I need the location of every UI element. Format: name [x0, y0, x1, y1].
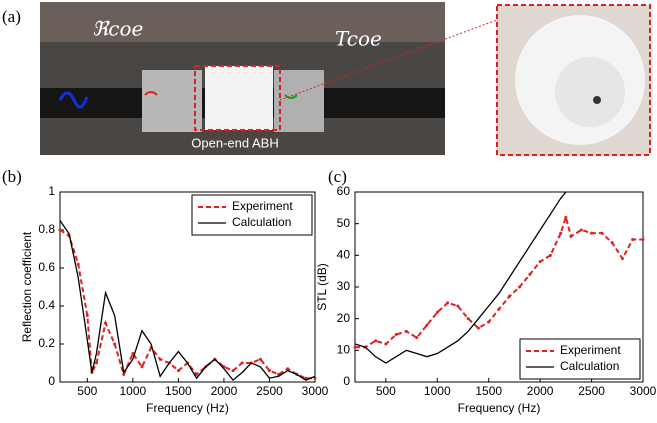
point	[59, 229, 62, 232]
point	[539, 260, 542, 263]
photo: ℜcoe Tcoe Open-end ABH	[40, 2, 650, 155]
y-axis-label: Reflection coefficient	[20, 231, 34, 342]
photo-label: Tcoe	[335, 27, 382, 51]
point	[467, 317, 470, 320]
series-line	[355, 217, 643, 347]
y-tick-label: 60	[337, 184, 351, 198]
x-tick-label: 1500	[475, 384, 502, 398]
point	[374, 339, 377, 342]
point	[621, 257, 624, 260]
point	[590, 232, 593, 235]
y-tick-label: 40	[337, 248, 351, 262]
photo-label: ℜcoe	[92, 17, 143, 41]
legend-label: Experiment	[560, 343, 621, 357]
y-axis-label: STL (dB)	[315, 263, 329, 311]
point	[580, 229, 583, 232]
photo-caption: Open-end ABH	[191, 135, 278, 150]
legend-label: Calculation	[560, 359, 619, 373]
point	[259, 358, 262, 361]
point	[140, 365, 143, 368]
point	[446, 301, 449, 304]
point	[508, 295, 511, 298]
point	[86, 314, 89, 317]
series-line	[60, 230, 315, 378]
x-axis-label: Frequency (Hz)	[458, 401, 541, 415]
point	[77, 263, 80, 266]
point	[436, 311, 439, 314]
point	[104, 322, 107, 325]
x-tick-label: 500	[77, 384, 97, 398]
x-axis-label: Frequency (Hz)	[146, 401, 229, 415]
point	[498, 308, 501, 311]
point	[113, 343, 116, 346]
point	[642, 238, 645, 241]
point	[570, 235, 573, 238]
point	[159, 358, 162, 361]
point	[395, 333, 398, 336]
point	[559, 232, 562, 235]
point	[631, 238, 634, 241]
y-tick-label: 50	[337, 216, 351, 230]
x-tick-label: 2000	[527, 384, 554, 398]
point	[564, 216, 567, 219]
point	[384, 343, 387, 346]
x-tick-label: 2000	[211, 384, 238, 398]
point	[477, 327, 480, 330]
series-line	[60, 221, 315, 381]
point	[241, 362, 244, 365]
point	[286, 367, 289, 370]
y-tick-label: 0	[48, 374, 55, 388]
y-tick-label: 0	[343, 374, 350, 388]
legend-label: Calculation	[232, 215, 291, 229]
y-tick-label: 1	[48, 184, 55, 198]
panel-label: (b)	[2, 167, 22, 186]
figure: (a) (b) (c) ℜcoe Tcoe Open-end ABH 0 0.2 0…	[0, 0, 657, 418]
point	[415, 336, 418, 339]
point	[611, 241, 614, 244]
x-tick-label: 3000	[630, 384, 657, 398]
panel-label: (a)	[2, 7, 21, 26]
point	[268, 369, 271, 372]
y-tick-label: 0.2	[38, 336, 55, 350]
panel-label: (c)	[328, 167, 347, 186]
y-tick-label: 0.4	[38, 298, 55, 312]
point	[600, 232, 603, 235]
point	[426, 324, 429, 327]
point	[518, 286, 521, 289]
y-tick-label: 10	[337, 343, 351, 357]
series-line	[355, 192, 566, 363]
x-tick-label: 1000	[120, 384, 147, 398]
point	[95, 362, 98, 365]
point	[405, 330, 408, 333]
y-tick-label: 20	[337, 311, 351, 325]
x-tick-label: 500	[376, 384, 396, 398]
x-tick-label: 1000	[424, 384, 451, 398]
x-tick-label: 2500	[256, 384, 283, 398]
point	[177, 369, 180, 372]
y-tick-label: 0.8	[38, 222, 55, 236]
point	[354, 346, 357, 349]
point	[456, 305, 459, 308]
point	[528, 273, 531, 276]
x-tick-label: 3000	[302, 384, 329, 398]
point	[487, 320, 490, 323]
point	[232, 369, 235, 372]
point	[549, 254, 552, 257]
y-tick-label: 30	[337, 279, 351, 293]
x-tick-label: 1500	[165, 384, 192, 398]
x-tick-label: 2500	[578, 384, 605, 398]
y-tick-label: 0.6	[38, 260, 55, 274]
legend-label: Experiment	[232, 199, 293, 213]
